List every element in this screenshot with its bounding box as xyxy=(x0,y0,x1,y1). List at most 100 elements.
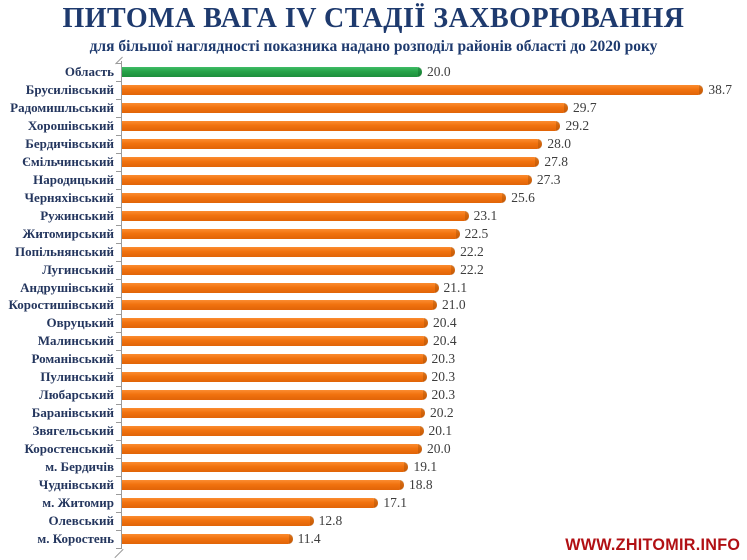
category-label: Олевський xyxy=(48,513,114,529)
bar xyxy=(121,318,429,329)
bar-track: 38.7 xyxy=(121,81,747,99)
category-label: Житомирський xyxy=(22,225,114,241)
bar-row: Любарський 20.3 xyxy=(0,386,747,404)
plot-area: Область 20.0 Брусилівський 38.7 Радомишльськ… xyxy=(0,56,747,559)
value-label: 25.6 xyxy=(511,189,535,205)
bar-row: Баранівський 20.2 xyxy=(0,404,747,422)
value-label: 27.3 xyxy=(536,171,561,187)
bar xyxy=(121,354,427,365)
axis-tick xyxy=(116,386,121,388)
bar-row: Брусилівський 38.7 xyxy=(0,81,747,99)
bar xyxy=(121,210,469,221)
category-label: Баранівський xyxy=(31,405,114,421)
bar xyxy=(121,102,568,113)
bar xyxy=(121,138,543,149)
bar-track: 17.1 xyxy=(121,494,747,512)
bar-track: 29.7 xyxy=(121,99,747,117)
axis-tick xyxy=(116,314,121,316)
bar-track: 25.6 xyxy=(121,189,747,207)
category-label: Ємільчинський xyxy=(22,153,114,169)
category-label: Хорошівський xyxy=(27,117,114,133)
axis-tick xyxy=(116,80,121,82)
bar-row: Житомирський 22.5 xyxy=(0,225,747,243)
bar-row: м. Бердичів 19.1 xyxy=(0,458,747,476)
bar-row: Пулинський 20.3 xyxy=(0,368,747,386)
axis-tick xyxy=(116,260,121,262)
bar-track: 20.2 xyxy=(121,404,747,422)
bar-row: Олевський 12.8 xyxy=(0,512,747,530)
axis-tick xyxy=(116,332,121,334)
y-axis-line xyxy=(121,61,122,549)
value-label: 20.2 xyxy=(430,405,454,421)
value-label: 20.3 xyxy=(431,351,456,367)
category-label: Бердичівський xyxy=(25,135,114,151)
bar-track: 19.1 xyxy=(121,458,747,476)
value-label: 19.1 xyxy=(413,459,438,475)
bar xyxy=(121,246,456,257)
axis-tick xyxy=(116,188,121,190)
axis-tick xyxy=(116,98,121,100)
bar-track: 11.4 xyxy=(121,530,747,548)
axis-tick xyxy=(116,116,121,118)
axis-foot-decoration xyxy=(114,548,124,559)
axis-tick xyxy=(116,440,121,442)
bar-row: Романівський 20.3 xyxy=(0,350,747,368)
bar xyxy=(121,534,293,545)
bar xyxy=(121,372,427,383)
bar-track: 22.2 xyxy=(121,261,747,279)
bar-row: Звягельський 20.1 xyxy=(0,422,747,440)
bar xyxy=(121,264,456,275)
axis-tick xyxy=(116,206,121,208)
bar xyxy=(121,282,439,293)
bar-track: 21.0 xyxy=(121,297,747,315)
category-label: Коростенський xyxy=(24,441,114,457)
bar xyxy=(121,516,314,527)
bar xyxy=(121,390,427,401)
watermark: WWW.ZHITOMIR.INFO xyxy=(565,535,740,554)
bars-container: Область 20.0 Брусилівський 38.7 Радомишльськ… xyxy=(0,63,747,548)
bar-track: 21.1 xyxy=(121,279,747,297)
bar-track: 29.2 xyxy=(121,117,747,135)
category-label: Брусилівський xyxy=(25,81,114,97)
value-label: 20.3 xyxy=(431,369,456,385)
category-label: Чуднівський xyxy=(38,477,114,493)
bar-track: 18.8 xyxy=(121,476,747,494)
bar-row: м. Житомир 17.1 xyxy=(0,494,747,512)
bar-row: Малинський 20.4 xyxy=(0,332,747,350)
bar-track: 20.0 xyxy=(121,63,747,81)
axis-tick xyxy=(116,296,121,298)
category-label: Попільнянський xyxy=(14,243,114,259)
bar xyxy=(121,498,379,509)
chart-title: ПИТОМА ВАГА IV СТАДІЇ ЗАХВОРЮВАННЯ xyxy=(62,3,685,34)
axis-tick xyxy=(116,278,121,280)
bar xyxy=(121,228,460,239)
bar-row: Чуднівський 18.8 xyxy=(0,476,747,494)
axis-tick xyxy=(116,404,121,406)
bar xyxy=(121,192,507,203)
value-label: 21.0 xyxy=(442,297,466,313)
value-label: 23.1 xyxy=(473,207,498,223)
bar-row: Андрушівський 21.1 xyxy=(0,279,747,297)
value-label: 21.1 xyxy=(443,279,468,295)
bar xyxy=(121,480,404,491)
bar-row: Ємільчинський 27.8 xyxy=(0,153,747,171)
axis-tick xyxy=(116,548,121,549)
category-label: м. Житомир xyxy=(42,495,114,511)
axis-tick xyxy=(116,170,121,172)
bar-row: Лугинський 22.2 xyxy=(0,261,747,279)
bar xyxy=(121,408,425,419)
bar-track: 20.4 xyxy=(121,314,747,332)
bar-row: Хорошівський 29.2 xyxy=(0,117,747,135)
value-label: 20.0 xyxy=(427,441,451,457)
value-label: 22.5 xyxy=(464,225,489,241)
bar xyxy=(121,300,438,311)
bar-track: 28.0 xyxy=(121,135,747,153)
category-label: Пулинський xyxy=(40,369,114,385)
bar xyxy=(121,156,540,167)
axis-tick xyxy=(116,242,121,244)
bar-row: Народицький 27.3 xyxy=(0,171,747,189)
value-label: 20.4 xyxy=(433,315,457,331)
bar-row: Черняхівський 25.6 xyxy=(0,189,747,207)
value-label: 22.2 xyxy=(460,243,484,259)
